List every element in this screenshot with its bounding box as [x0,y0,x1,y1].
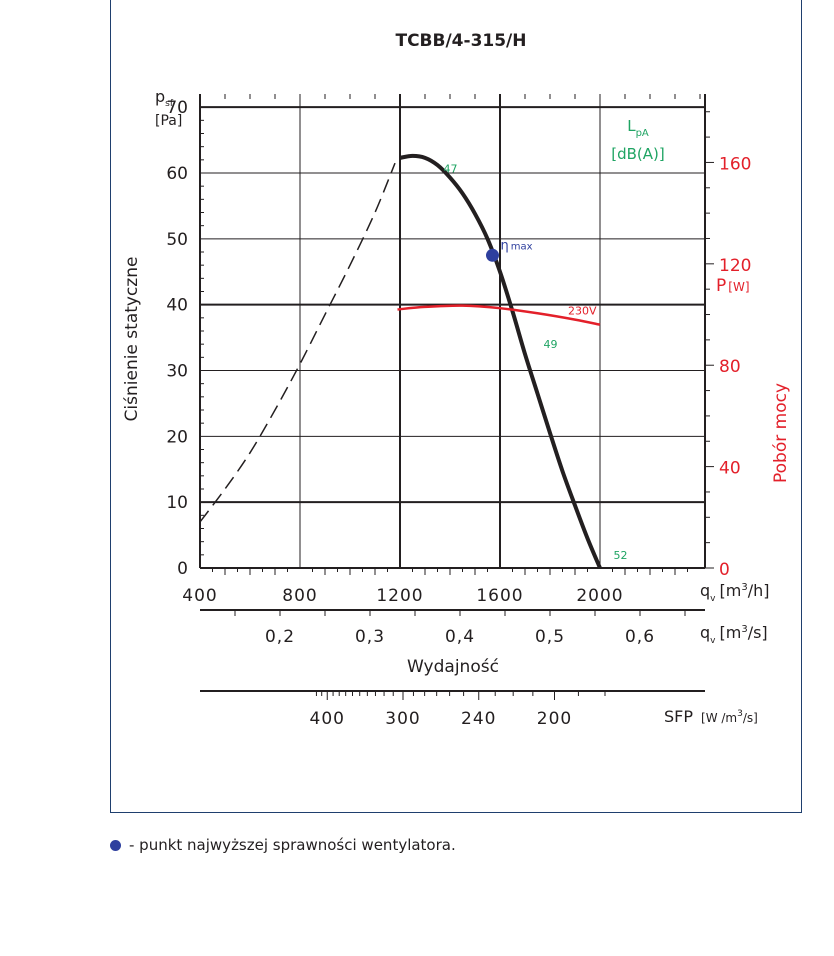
y-left-tick-label: 30 [166,362,188,382]
axes [199,94,714,700]
sfp-tick-label: 300 [385,709,420,729]
curves [199,153,602,569]
lpa-point-label: 52 [614,549,628,562]
legend-text: - punkt najwyższej sprawności wentylator… [129,836,456,854]
sfp-tick-label: 400 [310,709,345,729]
sfp-tick-label: 240 [461,709,496,729]
x-axis-title: Wydajność [407,657,499,677]
series-pressure-stable [399,153,602,569]
x-m3h-tick-label: 800 [282,586,317,606]
sfp-tick-label: 200 [537,709,572,729]
y-left-tick-label: 40 [166,296,188,316]
lpa-unit: [dB(A)] [611,145,664,163]
y-right-tick-label: 40 [719,459,741,479]
sfp-symbol: SFP [W /m3/s] [664,707,758,726]
y-left-unit: [Pa] [155,113,182,129]
lpa-unit-bg [604,143,672,165]
y-left-tick-label: 10 [166,493,188,513]
legend: - punkt najwyższej sprawności wentylator… [110,836,456,854]
y-right-tick-label: 120 [719,256,751,276]
x-m3s-tick-label: 0,3 [355,627,385,647]
x-m3h-tick-label: 400 [182,586,217,606]
x-m3s-tick-label: 0,2 [265,627,295,647]
x-m3h-tick-label: 1600 [476,586,523,606]
series-label-power: 230V [568,305,597,318]
labels: 0 10 20 30 40 50 60 70 0 40 80 120 160 400 800 1200 1600… [166,98,751,729]
y-left-symbol: psf [155,87,174,109]
x-m3s-tick-label: 0,5 [535,627,565,647]
x-m3h-symbol: qv [m3/h] [700,581,769,604]
y-right-tick-label: 0 [719,560,730,580]
y-left-tick-label: 70 [166,98,188,118]
x-m3s-tick-label: 0,4 [445,627,475,647]
y-left-title: Ciśnienie statyczne [122,257,142,422]
series-pressure-unstable [199,162,396,523]
lpa-point-label: 47 [444,162,458,175]
lpa-symbol: LpA [627,117,649,139]
efficiency-point-marker [110,839,121,851]
y-right-title: Pobór mocy [771,383,791,483]
x-m3s-symbol: qv [m3/s] [700,623,768,646]
series-power [397,304,601,326]
chart-frame [110,0,802,813]
y-left-tick-label: 50 [166,230,188,250]
x-m3s-tick-label: 0,6 [625,627,655,647]
y-left-tick-label: 0 [177,559,188,579]
max-efficiency-label: η max [501,238,533,253]
lpa-point-label: 49 [544,338,558,351]
y-right-tick-label: 160 [719,154,751,174]
y-left-tick-label: 20 [166,427,188,447]
chart-title: TCBB/4-315/H [395,31,526,51]
x-m3h-tick-label: 1200 [376,586,423,606]
max-efficiency-point [486,248,499,262]
y-right-symbol: P [W] [716,276,750,296]
y-left-tick-label: 60 [166,164,188,184]
x-m3h-tick-label: 2000 [576,586,623,606]
y-right-tick-label: 80 [719,357,741,377]
